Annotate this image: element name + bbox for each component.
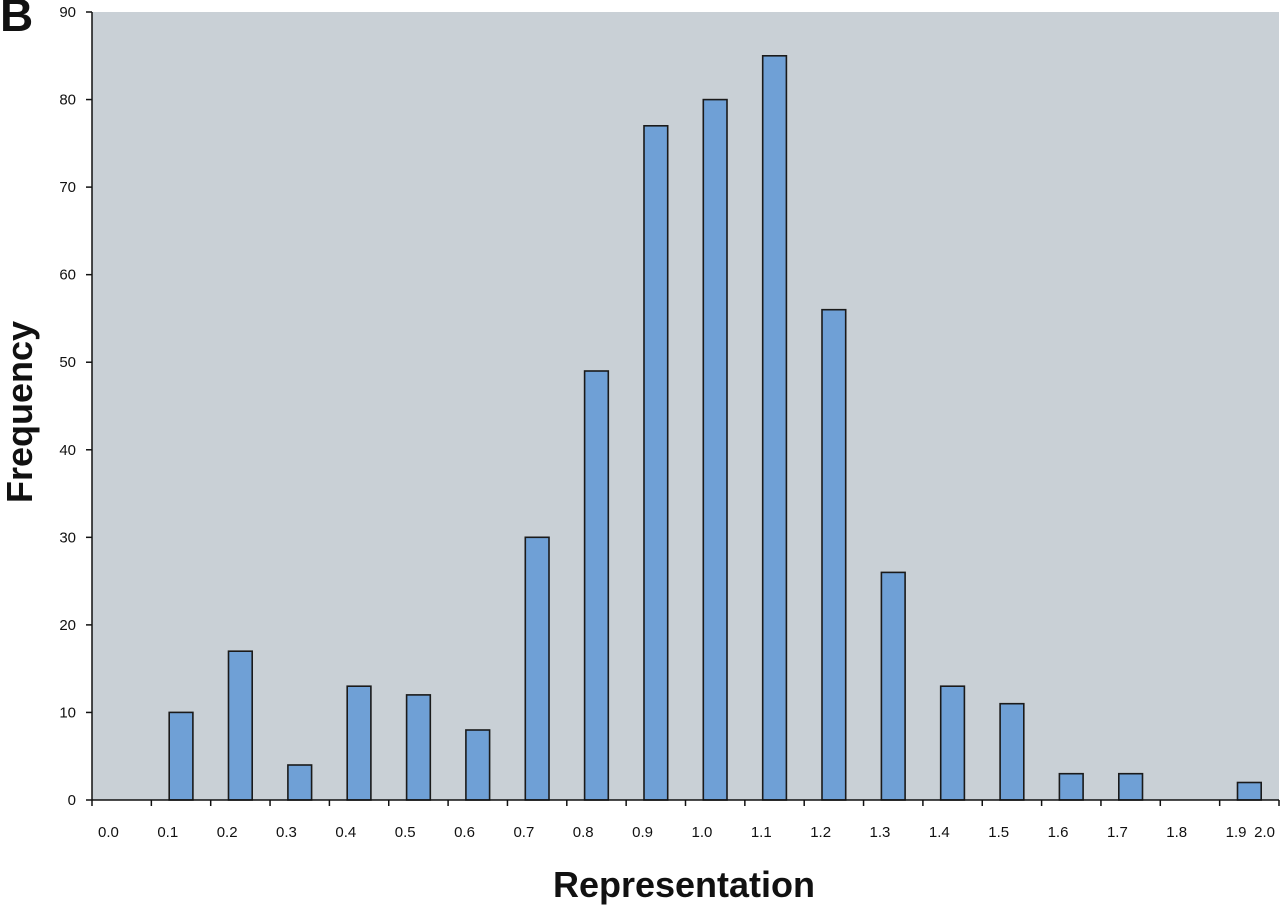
bar-0.9-1.0 xyxy=(643,125,669,801)
axes-group xyxy=(86,11,1280,806)
x-tick-label: 1.9 xyxy=(1226,824,1247,841)
x-tick-label: 1.5 xyxy=(988,824,1009,841)
x-tick-label: 0.5 xyxy=(395,824,416,841)
bar-1.4-1.5 xyxy=(939,685,966,801)
x-tick-label: 0.1 xyxy=(157,824,178,841)
x-tick-label: 0.7 xyxy=(513,824,534,841)
y-tick-label: 20 xyxy=(59,617,76,634)
y-tick-label: 90 xyxy=(59,4,76,21)
x-tick-label: 1.3 xyxy=(870,824,891,841)
bar-0.3-0.4 xyxy=(287,764,313,801)
plot-area xyxy=(92,12,1279,800)
x-tick-label: 0.2 xyxy=(217,824,238,841)
x-tick-label: 0.8 xyxy=(573,824,594,841)
x-tick-label: 1.1 xyxy=(751,824,772,841)
y-tick-label: 10 xyxy=(59,704,76,721)
y-tick-label: 70 xyxy=(59,179,76,196)
x-tick-label: 0.6 xyxy=(454,824,475,841)
x-tick-label: 1.4 xyxy=(929,824,950,841)
bar-0.6-0.7 xyxy=(465,729,491,801)
bar-1.6-1.7 xyxy=(1058,772,1084,801)
x-tick-label: 0.9 xyxy=(632,824,653,841)
y-tick-label: 80 xyxy=(59,92,76,109)
bar-1.7-1.8 xyxy=(1118,772,1144,801)
panel-label: B xyxy=(0,0,34,41)
bar-1.9-2.0 xyxy=(1236,781,1263,801)
bar-0.1-0.2 xyxy=(168,711,194,801)
y-tick-label: 60 xyxy=(59,267,76,284)
x-tick-label: 1.0 xyxy=(692,824,713,841)
x-tick-labels: 0.0 0.1 0.2 0.3 0.4 0.5 0.6 0.7 0.8 0.9 1.0 1.1 1.2 1… xyxy=(98,824,1275,841)
x-tick-label: 0.0 xyxy=(98,824,119,841)
bar-1.5-1.6 xyxy=(999,702,1025,801)
x-tick-label: 0.3 xyxy=(276,824,297,841)
bar-1.0-1.1 xyxy=(702,98,728,801)
bar-1.1-1.2 xyxy=(761,54,788,801)
x-tick-label: 1.8 xyxy=(1166,824,1187,841)
bar-0.8-0.9 xyxy=(583,370,610,801)
x-tick-label: 1.2 xyxy=(810,824,831,841)
y-tick-label: 50 xyxy=(59,354,76,371)
y-axis-title: Frequency xyxy=(0,321,40,503)
bar-1.3-1.4 xyxy=(880,571,906,801)
bar-0.2-0.3 xyxy=(227,650,254,801)
bar-0.4-0.5 xyxy=(346,685,372,801)
bar-0.5-0.6 xyxy=(405,694,432,801)
y-tick-labels: 0 10 20 30 40 50 60 70 80 90 xyxy=(59,4,76,809)
bar-1.2-1.3 xyxy=(821,308,847,801)
bar-0.7-0.8 xyxy=(524,536,550,801)
x-axis-title: Representation xyxy=(553,864,815,905)
x-tick-label: 1.7 xyxy=(1107,824,1128,841)
y-tick-label: 40 xyxy=(59,442,76,459)
y-tick-label: 30 xyxy=(59,529,76,546)
x-tick-label: 0.4 xyxy=(335,824,356,841)
x-tick-label: 2.0 xyxy=(1254,824,1275,841)
x-tick-label: 1.6 xyxy=(1048,824,1069,841)
y-tick-label: 0 xyxy=(68,792,76,809)
